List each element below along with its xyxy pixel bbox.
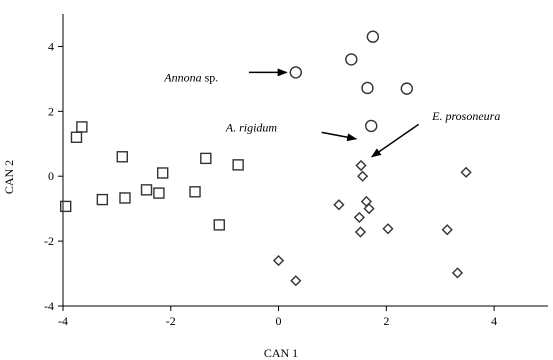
x-tick-label: 2 [383, 314, 389, 328]
diamond-point [382, 223, 394, 235]
diamond-point [290, 275, 302, 287]
diamond-point [354, 226, 367, 238]
annotation-label: E. prosoneura [431, 109, 500, 123]
diamond-point [333, 199, 345, 211]
square-point [70, 131, 83, 143]
annotation-italic: Annona [163, 70, 201, 84]
circle-point [365, 119, 378, 133]
annotations: Annona sp. A. rigidum E. prosoneura [163, 68, 500, 158]
diamond-point [451, 267, 464, 279]
square-point [232, 159, 244, 171]
annotation-italic: E. prosoneura [431, 109, 500, 123]
y-tick-label: 0 [48, 169, 54, 183]
x-tick-label: 0 [276, 314, 282, 328]
square-point [140, 184, 153, 196]
x-tick-label: -4 [58, 314, 68, 328]
circle-point [345, 53, 358, 66]
square-point [116, 151, 128, 163]
annotation-arrow [321, 131, 358, 142]
annotation-label: Annona sp. [163, 70, 218, 84]
square-point [156, 167, 169, 179]
diamond-point [363, 203, 375, 215]
annotation-plain: sp. [202, 70, 219, 84]
square-point [200, 152, 212, 165]
square-point [119, 192, 131, 204]
annotation-italic: A. rigidum [225, 121, 278, 135]
circle-point [361, 81, 374, 95]
annotation-label: A. rigidum [225, 121, 278, 135]
y-tick-label: -2 [44, 234, 54, 248]
annotation-arrow [370, 123, 420, 158]
diamond-point [441, 224, 453, 236]
data-points [59, 30, 472, 287]
circle-point [366, 30, 380, 43]
y-tick-label: 4 [48, 39, 54, 53]
x-axis: -4 -2 0 2 4 [58, 305, 548, 328]
y-tick-label: -4 [44, 299, 54, 313]
x-tick-label: 4 [491, 314, 497, 328]
square-point [189, 186, 201, 198]
y-axis-label: CAN 2 [2, 160, 16, 194]
diamond-point [355, 159, 367, 172]
diamond-point [353, 211, 365, 224]
square-point [59, 200, 72, 213]
square-point [213, 219, 225, 231]
circle-point [400, 82, 414, 95]
x-axis-label: CAN 1 [264, 346, 298, 360]
y-tick-label: 2 [48, 104, 54, 118]
square-point [76, 121, 88, 133]
square-point [96, 193, 109, 206]
diamond-point [357, 170, 369, 182]
diamond-point [460, 166, 472, 178]
square-point [153, 187, 165, 199]
diamond-point [272, 254, 285, 267]
x-tick-label: -2 [166, 314, 176, 328]
circle-point [289, 66, 302, 79]
y-axis: -4 -2 0 2 4 [44, 14, 64, 313]
